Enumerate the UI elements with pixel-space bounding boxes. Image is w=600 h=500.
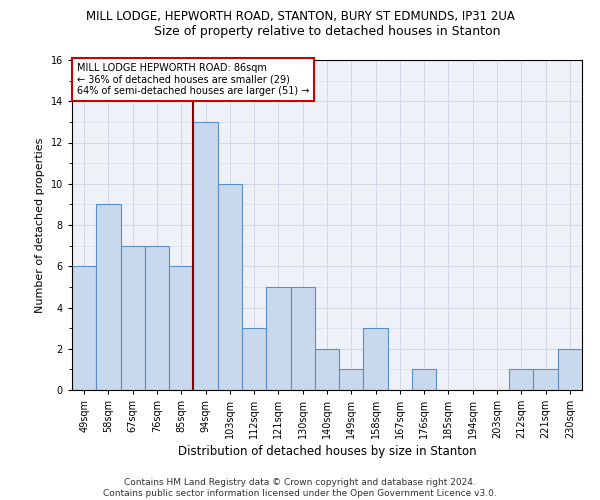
Bar (339, 370, 364, 390)
Bar (169, 266, 193, 390)
Bar (533, 370, 558, 390)
Bar (96, 204, 121, 390)
Text: Contains HM Land Registry data © Crown copyright and database right 2024.
Contai: Contains HM Land Registry data © Crown c… (103, 478, 497, 498)
Bar (218, 184, 242, 390)
Bar (509, 370, 533, 390)
Bar (121, 246, 145, 390)
Text: MILL LODGE, HEPWORTH ROAD, STANTON, BURY ST EDMUNDS, IP31 2UA: MILL LODGE, HEPWORTH ROAD, STANTON, BURY… (86, 10, 514, 23)
Bar (315, 349, 339, 390)
Bar (72, 266, 96, 390)
Bar (412, 370, 436, 390)
Bar (193, 122, 218, 390)
Bar (558, 349, 582, 390)
Title: Size of property relative to detached houses in Stanton: Size of property relative to detached ho… (154, 25, 500, 38)
Y-axis label: Number of detached properties: Number of detached properties (35, 138, 45, 312)
Bar (242, 328, 266, 390)
Text: MILL LODGE HEPWORTH ROAD: 86sqm
← 36% of detached houses are smaller (29)
64% of: MILL LODGE HEPWORTH ROAD: 86sqm ← 36% of… (77, 64, 310, 96)
X-axis label: Distribution of detached houses by size in Stanton: Distribution of detached houses by size … (178, 446, 476, 458)
Bar (290, 287, 315, 390)
Bar (364, 328, 388, 390)
Bar (266, 287, 290, 390)
Bar (145, 246, 169, 390)
